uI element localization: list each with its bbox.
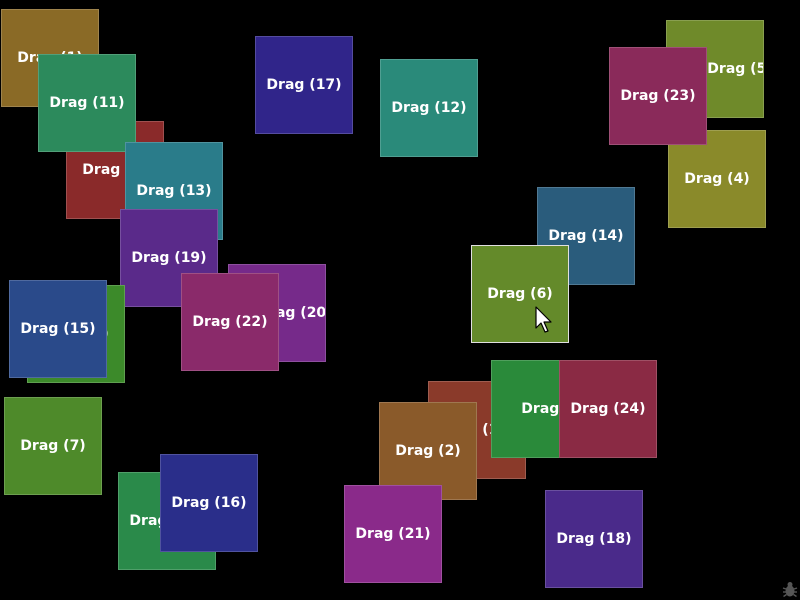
drag-box-11[interactable]: Drag (11) [38,54,136,152]
drag-box-label: Drag (17) [266,77,342,93]
drag-box-24[interactable]: Drag (24) [559,360,657,458]
drag-box-label: Drag (16) [171,495,247,511]
drag-box-label: Drag (5) [707,61,763,77]
drag-box-label: Drag (23) [620,88,696,104]
drag-box-6[interactable]: Drag (6) [471,245,569,343]
drag-box-18[interactable]: Drag (18) [545,490,643,588]
drag-box-label: Drag (19) [131,250,207,266]
bug-icon[interactable] [782,580,798,598]
drag-box-22[interactable]: Drag (22) [181,273,279,371]
drag-box-label: Drag (15) [20,321,96,337]
drag-box-21[interactable]: Drag (21) [344,485,442,583]
drag-box-label: Drag (6) [487,286,553,302]
drag-box-label: Drag (24) [570,401,646,417]
drag-box-17[interactable]: Drag (17) [255,36,353,134]
drag-box-23[interactable]: Drag (23) [609,47,707,145]
drag-box-label: Drag (4) [684,171,750,187]
drag-box-label: Drag (11) [49,95,125,111]
drag-box-label: Drag (7) [20,438,86,454]
drag-box-label: Drag (14) [548,228,624,244]
drag-box-label: Drag (22) [192,314,268,330]
drag-box-15[interactable]: Drag (15) [9,280,107,378]
drag-box-label: Drag (18) [556,531,632,547]
drag-box-16[interactable]: Drag (16) [160,454,258,552]
drag-box-label: Drag (21) [355,526,431,542]
drag-box-7[interactable]: Drag (7) [4,397,102,495]
drag-box-label: Drag (2) [395,443,461,459]
drag-box-12[interactable]: Drag (12) [380,59,478,157]
drag-box-label: Drag (12) [391,100,467,116]
drag-box-label: Drag (13) [136,183,212,199]
